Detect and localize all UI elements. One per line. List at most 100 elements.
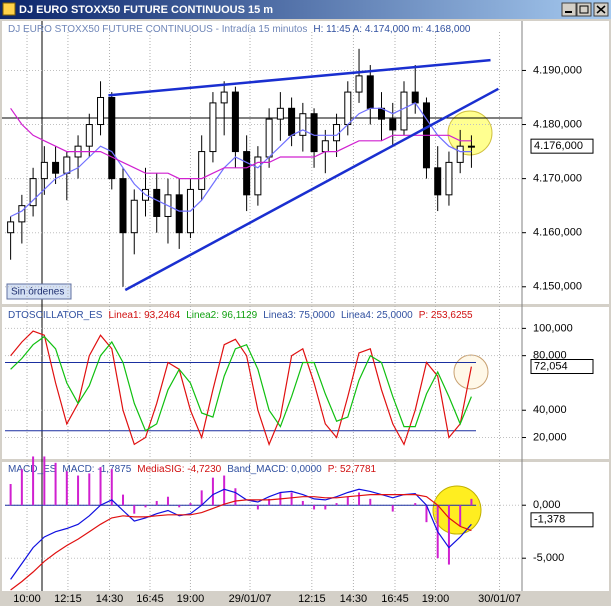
last-value-box xyxy=(530,359,594,375)
x-tick-label: 30/01/07 xyxy=(478,593,521,605)
histogram-bar xyxy=(358,492,361,506)
histogram-bar xyxy=(268,498,271,506)
histogram-bar xyxy=(133,505,136,514)
candle-body xyxy=(85,124,93,147)
x-tick-label: 10:00 xyxy=(13,593,41,605)
y-tick-label: 40,000 xyxy=(533,404,567,416)
candle-body xyxy=(456,145,464,163)
candle-body xyxy=(355,75,363,93)
histogram-bar xyxy=(20,469,23,506)
last-value-label: -1,378 xyxy=(534,514,565,526)
y-tick-label: 4.170,000 xyxy=(533,173,582,185)
y-tick-label: 0,000 xyxy=(533,499,561,511)
y-tick-label: -5,000 xyxy=(533,552,564,564)
histogram-bar xyxy=(77,475,80,506)
header-part: Linea2: 96,1129 xyxy=(186,310,257,321)
candle-body xyxy=(119,178,127,234)
highlight xyxy=(447,110,493,156)
candle-body xyxy=(18,205,26,223)
histogram-bar xyxy=(200,490,203,506)
header-part: Band_MACD: 0,0000 xyxy=(227,464,322,475)
candle-body xyxy=(400,91,408,131)
panel-header: DJ EURO STOXX50 FUTURE CONTINUOUS - Intr… xyxy=(8,24,471,35)
candle-body xyxy=(153,188,161,217)
candle-body xyxy=(321,140,329,153)
highlight xyxy=(432,485,482,535)
last-value-label: 72,054 xyxy=(534,360,568,372)
y-tick-label: 4.180,000 xyxy=(533,118,582,130)
histogram-bar xyxy=(256,505,259,510)
histogram-bar xyxy=(290,492,293,506)
y-tick-label: 80,000 xyxy=(533,350,567,362)
histogram-bar xyxy=(122,494,125,506)
x-tick-label: 19:00 xyxy=(422,593,450,605)
candle-body xyxy=(445,161,453,196)
candle-body xyxy=(299,113,307,136)
window-buttons[interactable] xyxy=(561,2,609,17)
candle-body xyxy=(389,118,397,131)
histogram-bar xyxy=(313,505,316,510)
histogram-bar xyxy=(189,503,192,506)
candle-body xyxy=(366,75,374,109)
x-tick-label: 12:15 xyxy=(54,593,82,605)
oscillator-panel xyxy=(2,307,609,459)
last-value-label: 4.176,000 xyxy=(534,140,583,152)
minimize-button[interactable] xyxy=(561,2,577,17)
histogram-bar xyxy=(178,505,181,508)
x-tick-label: 19:00 xyxy=(177,593,205,605)
series-line xyxy=(10,488,472,580)
candle-body xyxy=(29,178,37,207)
histogram-bar xyxy=(414,503,417,506)
series-line xyxy=(10,107,472,180)
candle-body xyxy=(52,161,60,174)
histogram-bar xyxy=(155,500,158,506)
candle-body xyxy=(276,107,284,120)
panel-header: DTOSCILLATOR_ES Linea1: 93,2464 Linea2: 96… xyxy=(8,310,473,321)
histogram-bar xyxy=(32,456,35,506)
candle-body xyxy=(411,91,419,104)
y-tick-label: 4.190,000 xyxy=(533,64,582,76)
highlight xyxy=(453,354,489,390)
histogram-bar xyxy=(346,496,349,506)
x-tick-label: 14:30 xyxy=(96,593,124,605)
candle-body xyxy=(63,156,71,174)
series-line xyxy=(10,102,472,218)
status-label: Sin órdenes xyxy=(11,287,64,298)
maximize-glyph xyxy=(579,5,589,14)
candle-body xyxy=(243,151,251,196)
status-box xyxy=(6,283,72,300)
x-tick-label: 12:15 xyxy=(298,593,326,605)
trend-line xyxy=(124,87,499,292)
histogram-bar xyxy=(301,500,304,506)
histogram-bar xyxy=(234,488,237,506)
histogram-bar xyxy=(65,471,68,506)
header-part: DJ EURO STOXX50 FUTURE CONTINUOUS - Intr… xyxy=(8,24,307,35)
header-part: MediaSIG: -4,7230 xyxy=(137,464,221,475)
candle-body xyxy=(434,167,442,196)
last-value-box xyxy=(530,138,594,154)
header-part: H: 11:45 A: 4.174,000 m: 4.168,000 xyxy=(313,24,471,35)
trend-line xyxy=(108,58,491,97)
y-tick-label: 20,000 xyxy=(533,431,567,443)
candle-body xyxy=(130,199,138,234)
histogram-bar xyxy=(211,477,214,506)
histogram-bar xyxy=(166,496,169,506)
macd-panel xyxy=(2,462,609,591)
histogram-bar xyxy=(54,462,57,506)
histogram-bar xyxy=(391,505,394,512)
header-part: Linea3: 75,0000 xyxy=(263,310,335,321)
x-tick-label: 16:45 xyxy=(381,593,409,605)
histogram-bar xyxy=(99,467,102,506)
candle-body xyxy=(40,161,48,180)
histogram-bar xyxy=(223,475,226,506)
histogram-bar xyxy=(88,473,91,506)
candle-body xyxy=(209,102,217,153)
maximize-button[interactable] xyxy=(576,2,592,17)
y-tick-label: 4.150,000 xyxy=(533,281,582,293)
candle-body xyxy=(97,96,105,126)
candle-body xyxy=(7,221,15,234)
header-part: MACD: -1,7875 xyxy=(62,464,131,475)
candle-body xyxy=(220,91,228,104)
histogram-bar xyxy=(470,498,473,506)
